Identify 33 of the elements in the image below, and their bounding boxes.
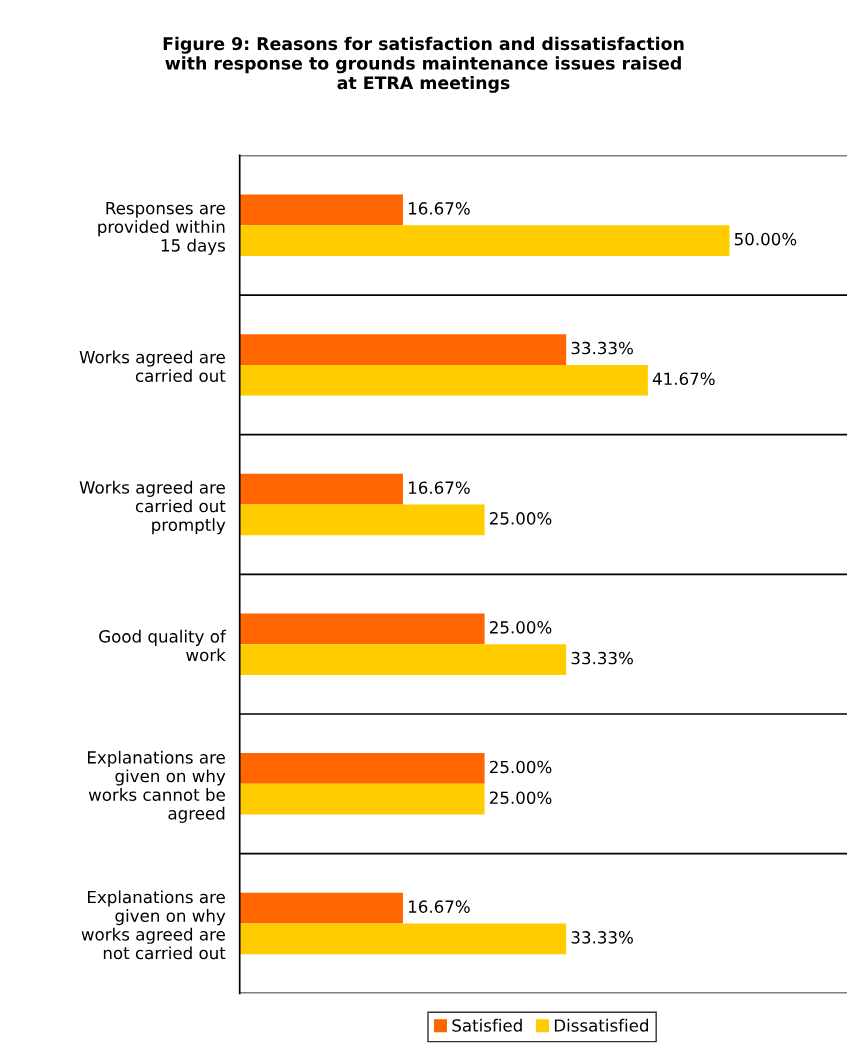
data-label: 16.67% [408,202,470,215]
data-label: 33.33% [571,931,633,944]
y-tick-label: Explanations are given on why works agreed are not carried out [81,890,226,960]
y-tick-label: Good quality of work [99,629,227,662]
data-label: 16.67% [408,900,470,913]
bar [239,364,648,396]
data-label: 33.33% [571,651,633,665]
bar [239,504,485,536]
bar [239,473,403,505]
bar [239,225,730,256]
chart-title: Figure 9: Reasons for satisfaction and dissatisfaction with response to grounds maintenance issues raised at ETRA meetings [163,36,684,93]
y-tick-label: Explanations are given on why works cannot be agreed [88,750,226,823]
y-tick-label: Works agreed are carried out [79,350,226,383]
data-label: 50.00% [734,232,797,246]
data-label: 25.00% [489,512,552,525]
data-label: 25.00% [489,621,552,634]
bar [239,783,485,815]
bar [239,334,567,365]
bar [239,194,403,226]
data-label: 33.33% [571,341,633,355]
bar [239,644,567,675]
bar [239,923,567,955]
y-tick-label: Responses are provided within 15 days [98,202,225,255]
legend-label: Satisfied [452,1018,522,1032]
data-label: 25.00% [489,760,552,774]
data-label: 41.67% [652,372,715,386]
bar [239,613,485,645]
legend-label: Dissatisfied [554,1018,648,1032]
bar [239,753,485,784]
data-label: 16.67% [408,481,470,494]
bar [239,892,403,924]
y-tick-label: Works agreed are carried out promptly [79,480,226,535]
data-label: 25.00% [489,791,552,805]
